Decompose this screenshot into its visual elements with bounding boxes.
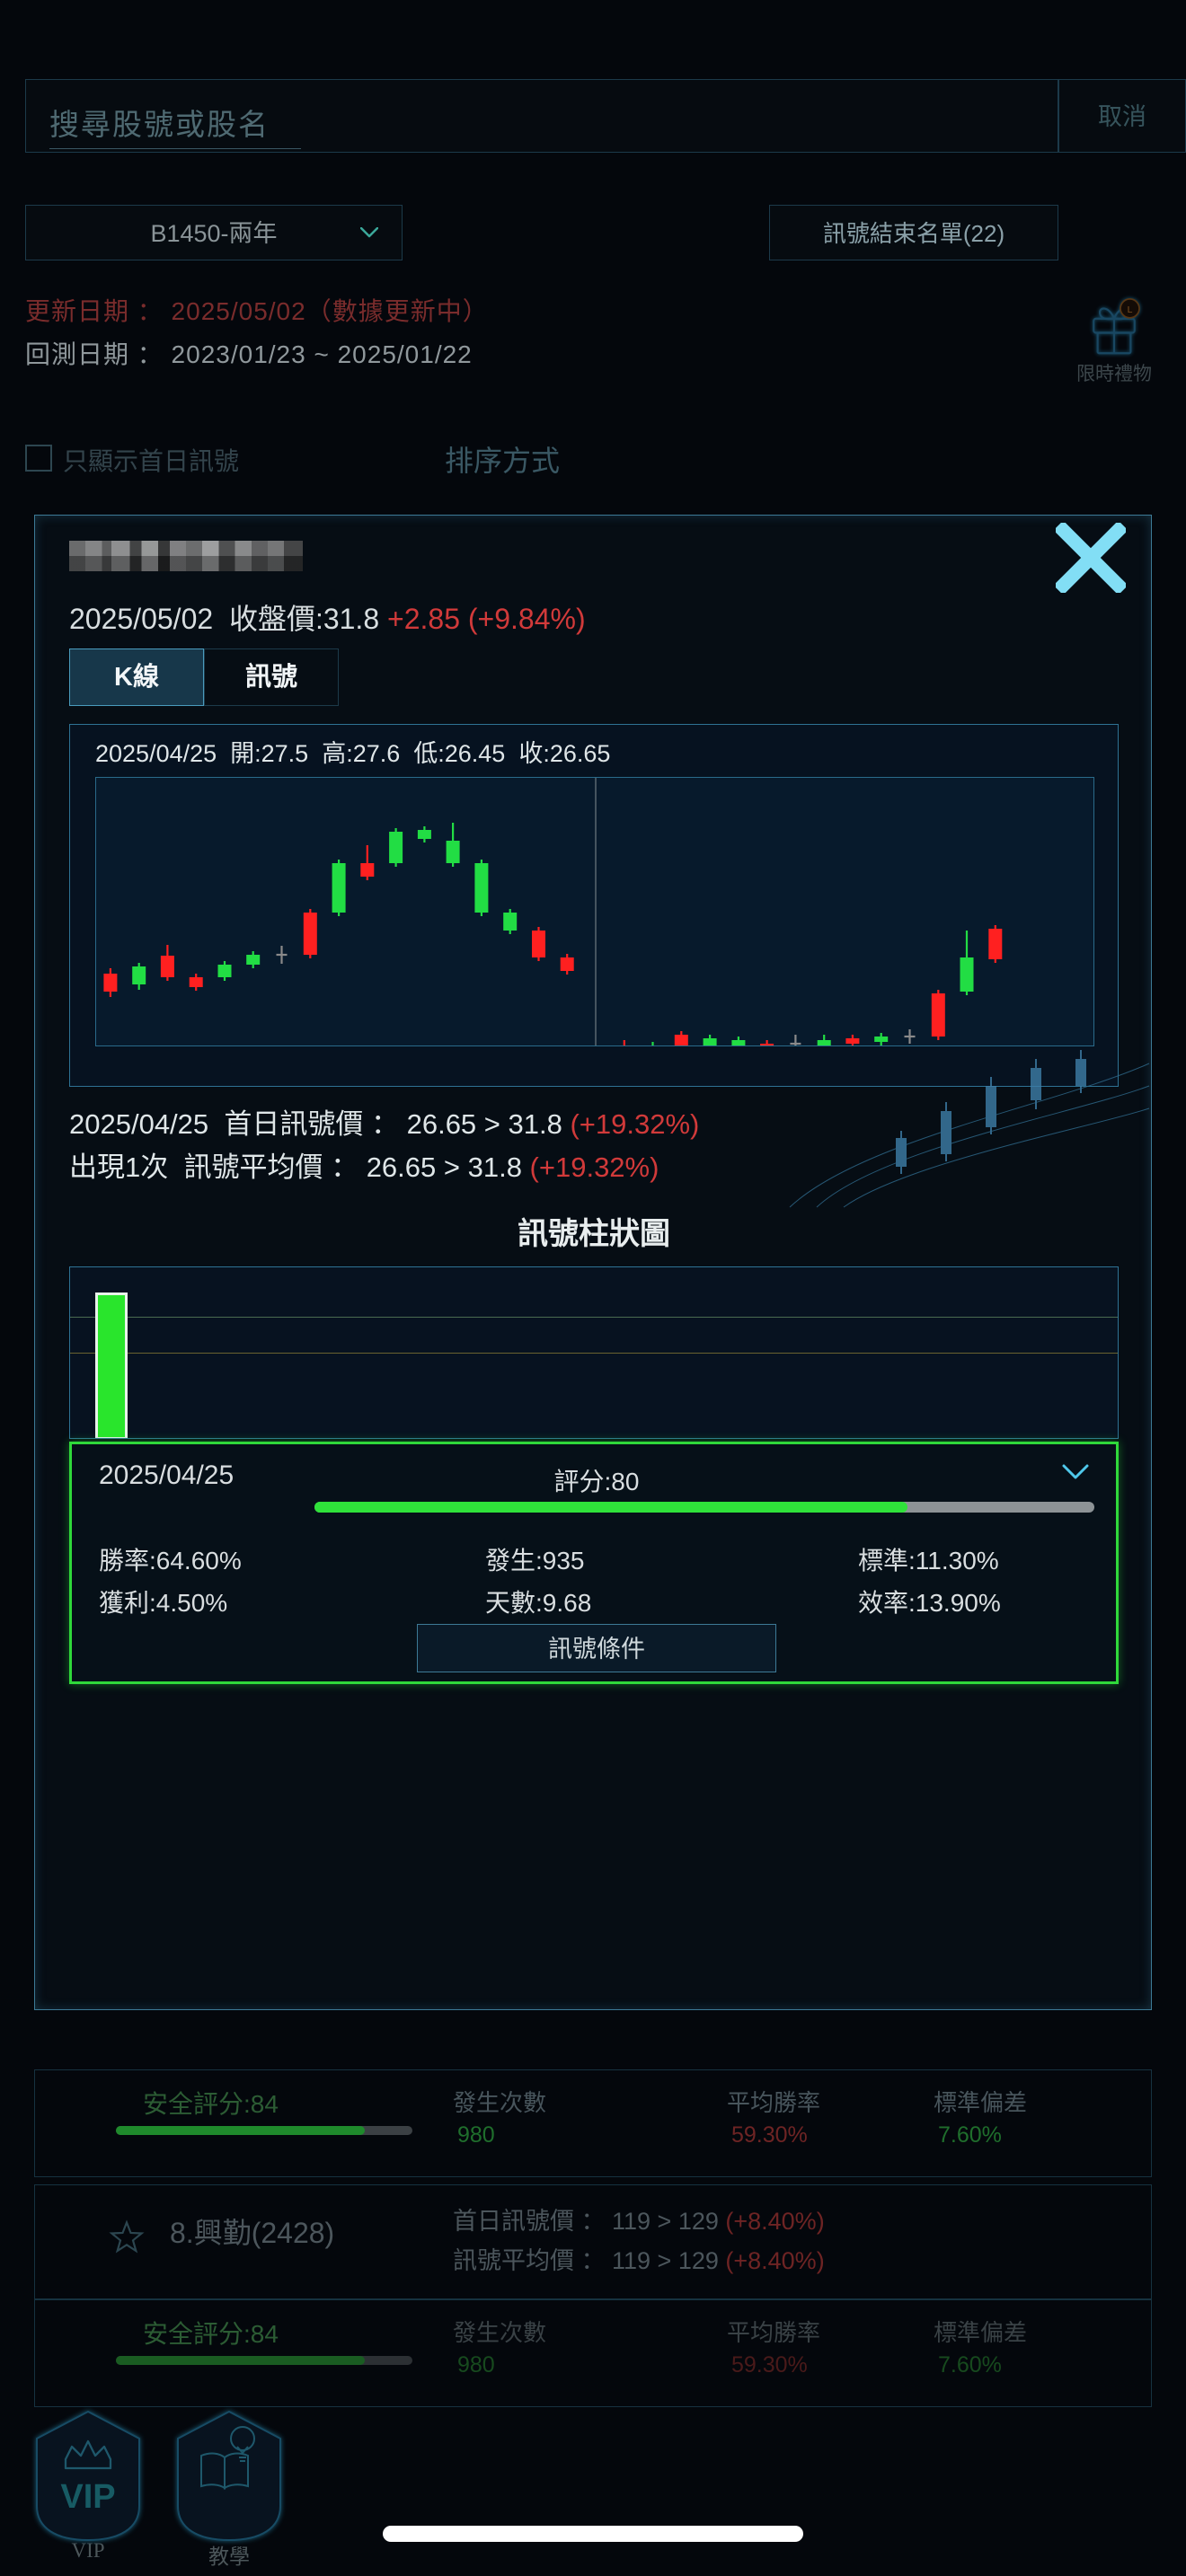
svg-text:VIP: VIP (60, 2478, 115, 2516)
svg-text:L: L (1128, 304, 1133, 315)
